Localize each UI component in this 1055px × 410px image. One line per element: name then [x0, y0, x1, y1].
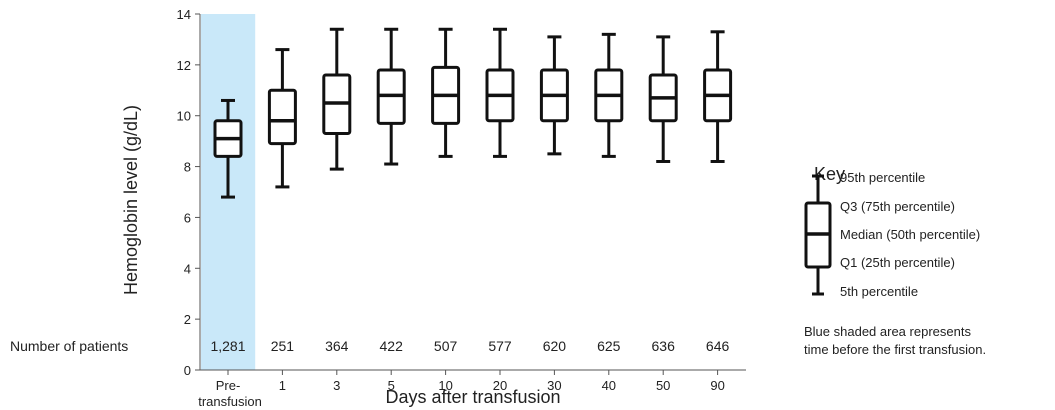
- key-note-line-2: time before the first transfusion.: [804, 342, 986, 357]
- key-label-p95: 95th percentile: [840, 170, 925, 185]
- x-tick-label-line2: transfusion: [198, 394, 262, 409]
- y-tick-label: 2: [184, 312, 191, 327]
- y-tick-label: 8: [184, 160, 191, 175]
- patient-count: 646: [706, 338, 730, 354]
- patient-counts: 1,281 251 364 422 507 577 620 625 636 646: [210, 338, 729, 354]
- box-plot-2: [322, 27, 352, 171]
- y-tick-label: 14: [177, 7, 191, 22]
- box-plot-8: [648, 35, 678, 163]
- box-plot-4: [431, 27, 461, 158]
- box-plot-6: [539, 35, 569, 156]
- patient-count-label: Number of patients: [10, 338, 128, 354]
- patient-count: 625: [597, 338, 621, 354]
- patient-count: 577: [488, 338, 512, 354]
- x-tick-label: 90: [710, 378, 724, 393]
- box-layer: [213, 27, 733, 199]
- box-plot-7: [594, 32, 624, 158]
- x-tick-label: 3: [333, 378, 340, 393]
- patient-count: 636: [652, 338, 676, 354]
- key-title: Key: [814, 164, 845, 184]
- y-tick-label: 10: [177, 109, 191, 124]
- box-plot-9: [703, 30, 733, 163]
- x-tick-label: Pre-: [216, 378, 241, 393]
- x-tick-label: 50: [656, 378, 670, 393]
- x-tick-label: 1: [279, 378, 286, 393]
- patient-count: 620: [543, 338, 567, 354]
- key-label-p5: 5th percentile: [840, 284, 918, 299]
- patient-count: 1,281: [210, 338, 245, 354]
- x-tick-labels: Pre-transfusion 1 3 5 10 20 30 40 50 90: [198, 378, 725, 409]
- key-legend: Key 95th percentile Q3 (75th percentile)…: [804, 164, 986, 357]
- key-label-q1: Q1 (25th percentile): [840, 255, 955, 270]
- y-tick-label: 12: [177, 58, 191, 73]
- x-tick-label: 20: [493, 378, 507, 393]
- patient-count: 364: [325, 338, 349, 354]
- key-label-median: Median (50th percentile): [840, 227, 980, 242]
- key-label-q3: Q3 (75th percentile): [840, 199, 955, 214]
- x-tick-label: 10: [438, 378, 452, 393]
- y-tick-labels: 0 2 4 6 8 10 12 14: [177, 7, 191, 378]
- y-tick-label: 6: [184, 210, 191, 225]
- y-axis-title: Hemoglobin level (g/dL): [121, 105, 141, 295]
- y-tick-label: 4: [184, 261, 191, 276]
- box-plot-3: [376, 27, 406, 166]
- iqr-box: [267, 88, 297, 146]
- patient-count: 251: [271, 338, 295, 354]
- x-tick-label: 30: [547, 378, 561, 393]
- axis-layer: [195, 13, 746, 375]
- box-plot-5: [485, 27, 515, 158]
- box-plot-1: [267, 48, 297, 189]
- key-note-line-1: Blue shaded area represents: [804, 324, 971, 339]
- y-tick-label: 0: [184, 363, 191, 378]
- patient-count: 507: [434, 338, 458, 354]
- box-plot-0: [213, 98, 243, 199]
- x-tick-label: 40: [602, 378, 616, 393]
- patient-count: 422: [380, 338, 404, 354]
- x-tick-label: 5: [388, 378, 395, 393]
- x-axis-title: Days after transfusion: [385, 387, 560, 407]
